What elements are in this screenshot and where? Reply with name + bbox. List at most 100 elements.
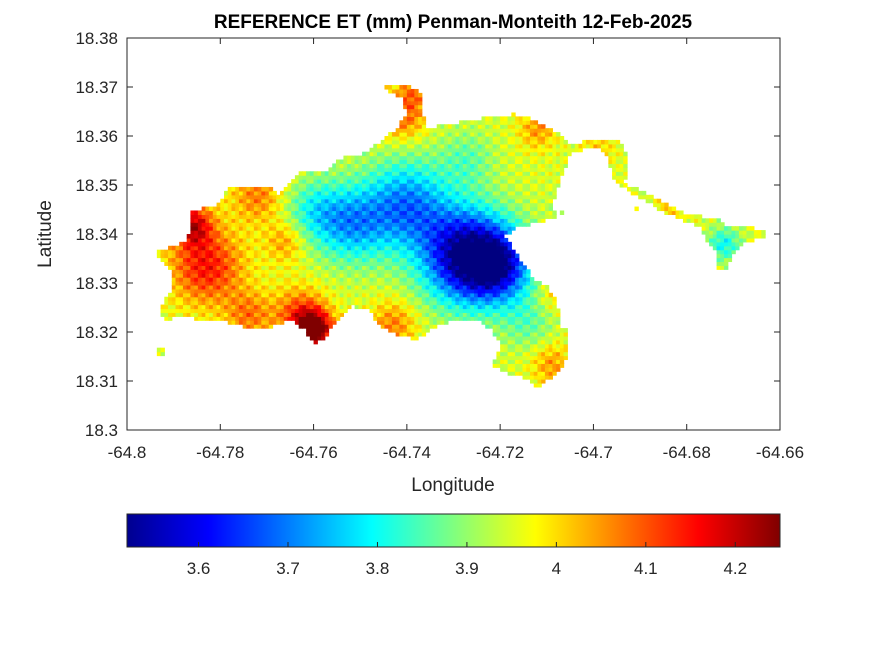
heatmap-cell xyxy=(470,183,475,188)
heatmap-cell xyxy=(470,257,475,263)
heatmap-cell xyxy=(511,292,516,298)
heatmap-cell xyxy=(227,190,233,196)
heatmap-cell xyxy=(272,261,277,266)
heatmap-cell xyxy=(321,300,326,306)
heatmap-cell xyxy=(272,300,277,306)
heatmap-cell xyxy=(358,206,363,212)
heatmap-cell xyxy=(541,328,546,333)
heatmap-cell xyxy=(444,269,449,274)
heatmap-cell xyxy=(335,194,341,200)
heatmap-cell xyxy=(496,163,501,168)
heatmap-cell xyxy=(279,257,285,263)
heatmap-cell xyxy=(492,159,498,165)
heatmap-cell xyxy=(436,143,442,149)
heatmap-cell xyxy=(403,269,408,274)
heatmap-cell xyxy=(328,288,333,294)
heatmap-cell xyxy=(444,222,449,227)
heatmap-cell xyxy=(410,269,415,274)
heatmap-cell xyxy=(455,277,460,282)
heatmap-cell xyxy=(250,245,255,251)
heatmap-cell xyxy=(724,245,729,251)
heatmap-cell xyxy=(432,320,438,325)
heatmap-cell xyxy=(470,159,475,165)
heatmap-cell xyxy=(205,241,210,247)
heatmap-cell xyxy=(197,230,203,235)
heatmap-cell xyxy=(444,316,449,321)
heatmap-cell xyxy=(298,320,303,325)
heatmap-cell xyxy=(451,136,456,141)
heatmap-cell xyxy=(194,292,199,298)
heatmap-cell xyxy=(466,128,471,133)
heatmap-cell xyxy=(313,308,318,313)
heatmap-cell xyxy=(391,265,397,270)
heatmap-cell xyxy=(343,159,348,165)
heatmap-cell xyxy=(317,210,322,215)
heatmap-cell xyxy=(406,190,412,196)
heatmap-cell xyxy=(496,249,501,255)
heatmap-cell xyxy=(503,202,509,208)
heatmap-cell xyxy=(242,304,247,310)
heatmap-cell xyxy=(384,163,389,168)
heatmap-cell xyxy=(395,214,400,219)
heatmap-cell xyxy=(716,249,721,255)
heatmap-cell xyxy=(347,269,352,274)
heatmap-cell xyxy=(485,320,490,325)
heatmap-cell xyxy=(511,257,516,263)
heatmap-cell xyxy=(619,155,624,161)
heatmap-cell xyxy=(410,147,415,153)
heatmap-cell xyxy=(253,273,259,278)
heatmap-cell xyxy=(518,214,524,219)
heatmap-cell xyxy=(276,273,281,278)
heatmap-cell xyxy=(339,202,345,208)
heatmap-cell xyxy=(537,343,542,349)
heatmap-cell xyxy=(406,241,412,247)
heatmap-cell xyxy=(418,198,423,204)
heatmap-cell xyxy=(261,230,266,235)
heatmap-cell xyxy=(537,186,542,192)
heatmap-cell xyxy=(395,281,400,286)
heatmap-cell xyxy=(197,241,203,247)
heatmap-cell xyxy=(194,269,199,274)
heatmap-cell xyxy=(503,179,509,184)
heatmap-cell xyxy=(742,234,748,239)
heatmap-cell xyxy=(418,128,423,133)
heatmap-cell xyxy=(179,265,184,270)
heatmap-cell xyxy=(544,206,550,212)
heatmap-cell xyxy=(496,281,501,286)
heatmap-cell xyxy=(518,206,524,212)
heatmap-cell xyxy=(291,194,296,200)
heatmap-cell xyxy=(559,210,565,215)
heatmap-cell xyxy=(399,257,404,263)
heatmap-cell xyxy=(343,202,348,208)
heatmap-cell xyxy=(268,304,274,310)
heatmap-cell xyxy=(182,277,188,282)
heatmap-cell xyxy=(343,167,348,172)
heatmap-cell xyxy=(492,328,498,333)
heatmap-cell xyxy=(477,277,483,282)
heatmap-cell xyxy=(227,214,233,219)
heatmap-cell xyxy=(291,273,296,278)
heatmap-cell xyxy=(477,284,483,290)
heatmap-cell xyxy=(332,292,337,298)
heatmap-cell xyxy=(268,277,274,282)
heatmap-cell xyxy=(425,190,430,196)
heatmap-cell xyxy=(548,335,553,341)
heatmap-cell xyxy=(406,265,412,270)
heatmap-cell xyxy=(399,143,404,149)
heatmap-cell xyxy=(380,273,386,278)
heatmap-cell xyxy=(533,163,539,168)
heatmap-cell xyxy=(354,226,359,231)
heatmap-cell xyxy=(500,143,505,149)
heatmap-cell xyxy=(279,190,285,196)
heatmap-cell xyxy=(481,190,486,196)
heatmap-cell xyxy=(347,281,352,286)
heatmap-cell xyxy=(552,296,557,302)
heatmap-cell xyxy=(727,253,733,259)
heatmap-cell xyxy=(339,171,345,176)
heatmap-cell xyxy=(205,296,210,302)
heatmap-cell xyxy=(395,128,400,133)
heatmap-cell xyxy=(537,206,542,212)
heatmap-cell xyxy=(503,116,509,121)
heatmap-cell xyxy=(268,234,274,239)
heatmap-cell xyxy=(515,159,520,165)
